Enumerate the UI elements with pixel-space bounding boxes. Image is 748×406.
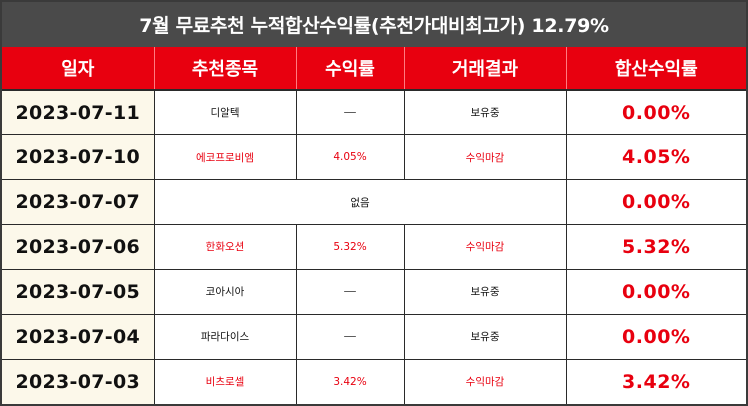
table-row: 2023-07-04 파라다이스 — 보유중 0.00% xyxy=(2,314,746,360)
table-header-row: 일자 추천종목 수익률 거래결과 합산수익률 xyxy=(2,47,746,91)
cell-stock: 에코프로비엠 xyxy=(154,134,297,181)
cell-no-recommendation: 없음 xyxy=(154,179,567,226)
table-row: 2023-07-06 한화오션 5.32% 수익마감 5.32% xyxy=(2,224,746,270)
table-row: 2023-07-11 디알텍 — 보유중 0.00% xyxy=(2,90,746,136)
cell-return: 3.42% xyxy=(296,359,405,404)
cell-return: — xyxy=(296,90,405,136)
cell-total-return: 0.00% xyxy=(566,90,746,136)
header-stock: 추천종목 xyxy=(154,47,297,91)
cell-return: 5.32% xyxy=(296,224,405,270)
header-result: 거래결과 xyxy=(404,47,567,91)
header-total-return: 합산수익률 xyxy=(566,47,746,91)
cell-total-return: 0.00% xyxy=(566,179,746,226)
cell-result: 수익마감 xyxy=(404,134,567,181)
cell-total-return: 0.00% xyxy=(566,269,746,315)
cell-date: 2023-07-04 xyxy=(2,314,155,360)
header-date: 일자 xyxy=(2,47,155,91)
header-return: 수익률 xyxy=(296,47,405,91)
cell-stock: 코아시아 xyxy=(154,269,297,315)
cell-stock: 비츠로셀 xyxy=(154,359,297,404)
table-row: 2023-07-07 없음 0.00% xyxy=(2,179,746,226)
cell-date: 2023-07-10 xyxy=(2,134,155,181)
cell-total-return: 0.00% xyxy=(566,314,746,360)
cell-date: 2023-07-05 xyxy=(2,269,155,315)
cell-stock: 한화오션 xyxy=(154,224,297,270)
cell-result: 수익마감 xyxy=(404,224,567,270)
cell-total-return: 3.42% xyxy=(622,370,691,393)
cell-result: 보유중 xyxy=(404,269,567,315)
table-row: 2023-07-03 비츠로셀 3.42% 수익마감 3.42% xyxy=(2,359,746,404)
cell-return: — xyxy=(296,269,405,315)
cell-total-return: 5.32% xyxy=(566,224,746,270)
cell-date: 2023-07-06 xyxy=(2,224,155,270)
table-row: 2023-07-10 에코프로비엠 4.05% 수익마감 4.05% xyxy=(2,134,746,181)
cell-date: 2023-07-11 xyxy=(2,90,155,136)
cell-date: 2023-07-03 xyxy=(2,359,155,404)
table-row: 2023-07-05 코아시아 — 보유중 0.00% xyxy=(2,269,746,315)
cell-return: — xyxy=(296,314,405,360)
cell-stock: 파라다이스 xyxy=(154,314,297,360)
cell-stock: 디알텍 xyxy=(154,90,297,136)
cell-return: 4.05% xyxy=(296,134,405,181)
page-title: 7월 무료추천 누적합산수익률(추천가대비최고가) 12.79% xyxy=(2,2,746,47)
returns-table: 일자 추천종목 수익률 거래결과 합산수익률 2023-07-11 디알텍 — … xyxy=(2,47,746,404)
cell-total-return: 4.05% xyxy=(566,134,746,181)
cell-result: 보유중 xyxy=(404,314,567,360)
cell-result: 수익마감 xyxy=(404,359,567,404)
cell-result: 보유중 xyxy=(404,90,567,136)
cell-date: 2023-07-07 xyxy=(2,179,155,226)
